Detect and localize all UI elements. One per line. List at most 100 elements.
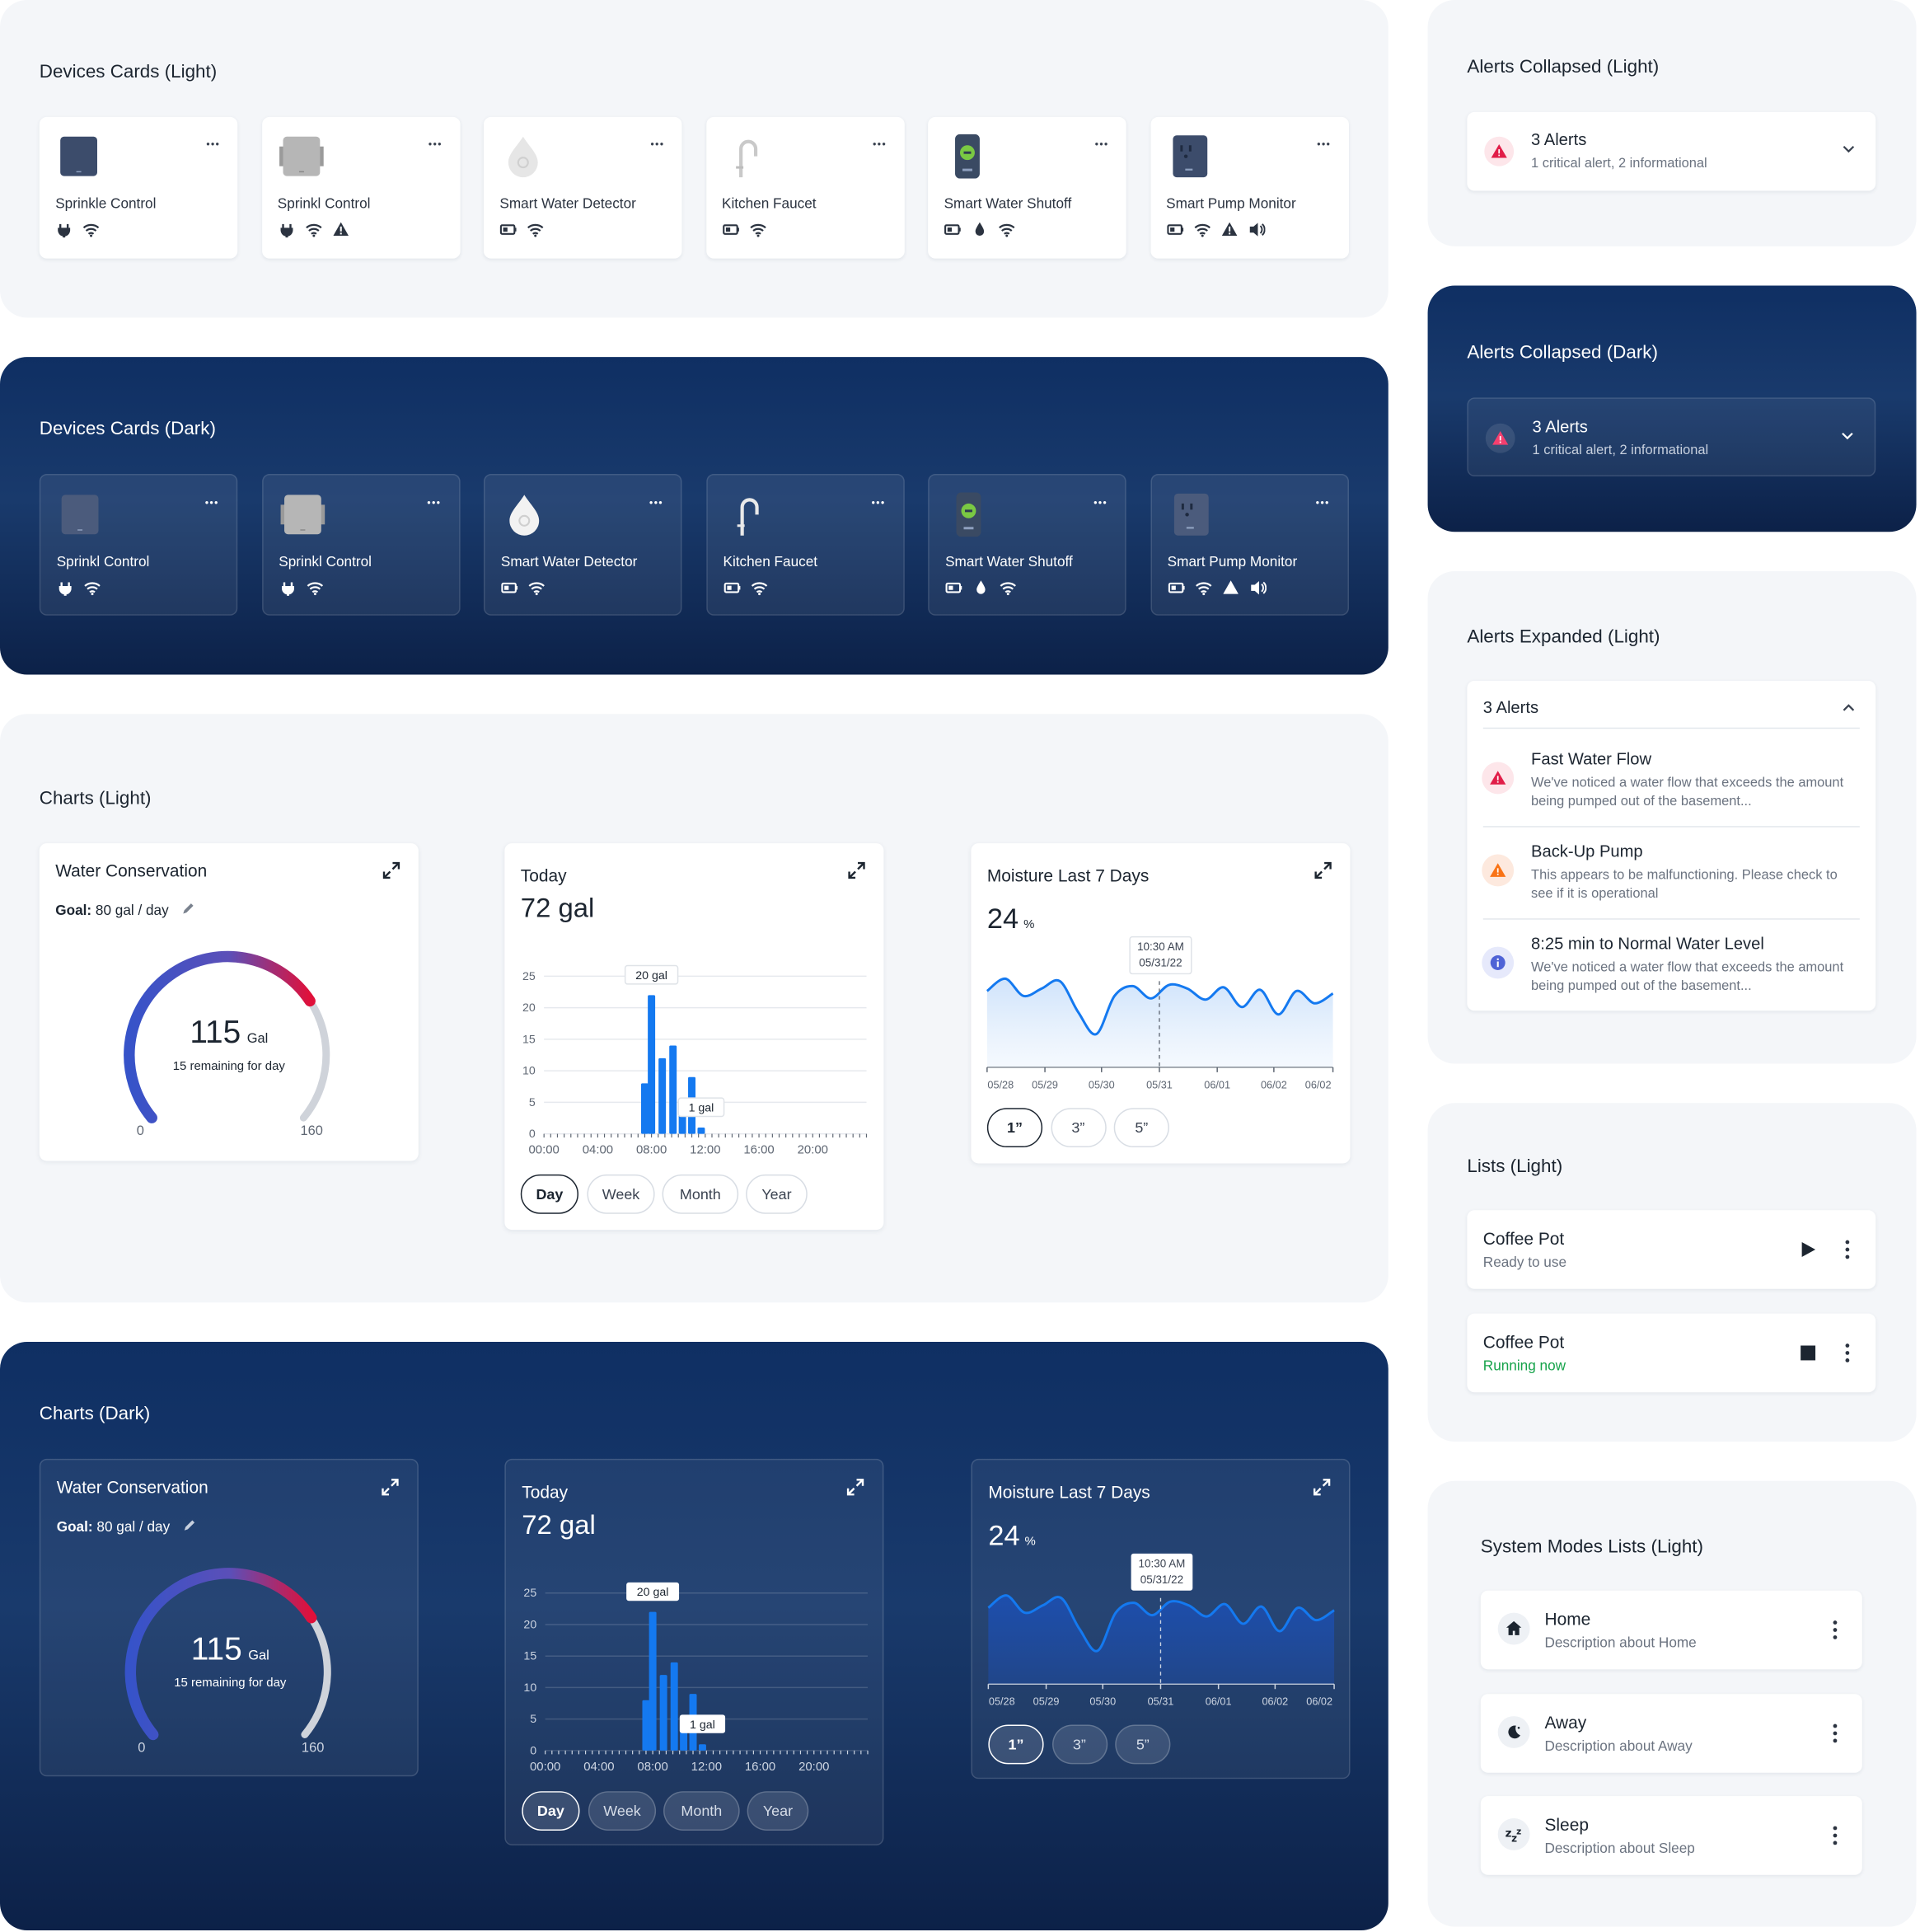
system-mode-item[interactable]: z z z Sleep Description about Sleep	[1480, 1796, 1862, 1875]
more-vertical-icon[interactable]	[1845, 1240, 1850, 1259]
play-icon[interactable]	[1800, 1241, 1817, 1259]
device-status-icons	[723, 579, 767, 602]
system-mode-item[interactable]: Away Description about Away	[1480, 1693, 1862, 1773]
bar[interactable]	[658, 1057, 667, 1134]
device-list-item[interactable]: Coffee Pot Running now	[1467, 1313, 1876, 1393]
device-card[interactable]: ••• Smart Pump Monitor	[1150, 474, 1349, 616]
range-year-button[interactable]: Year	[746, 1174, 808, 1214]
bar[interactable]	[670, 1662, 678, 1751]
device-card[interactable]: ••• Smart Water Shutoff	[928, 474, 1126, 616]
x-tick-label: 05/30	[1089, 1079, 1115, 1090]
moisture-unit: %	[1023, 918, 1035, 932]
range-month-button[interactable]: Month	[662, 1174, 739, 1214]
device-card[interactable]: ••• Kitchen Faucet	[705, 474, 905, 616]
range-week-button[interactable]: Week	[587, 1174, 655, 1214]
depth-1-button[interactable]: 1”	[988, 1724, 1044, 1765]
system-modes-panel: System Modes Lists (Light) Home Descripti…	[1427, 1480, 1917, 1927]
x-tick-label: 16:00	[745, 1760, 775, 1774]
bar[interactable]	[659, 1675, 667, 1751]
more-horizontal-icon[interactable]: •••	[1094, 138, 1109, 151]
more-horizontal-icon[interactable]: •••	[428, 138, 443, 151]
range-year-button[interactable]: Year	[747, 1791, 809, 1831]
more-vertical-icon[interactable]	[1833, 1723, 1838, 1742]
chevron-down-icon[interactable]	[1841, 142, 1856, 157]
more-horizontal-icon[interactable]: •••	[871, 497, 886, 509]
device-card[interactable]: ••• Smart Water Detector	[483, 474, 682, 616]
chevron-up-icon[interactable]	[1841, 701, 1856, 715]
expand-icon[interactable]	[1314, 860, 1333, 880]
device-card[interactable]: ••• Smart Water Detector	[483, 116, 682, 259]
tooltip-time: 10:30 AM	[1138, 1557, 1186, 1570]
device-name: Kitchen Faucet	[723, 555, 818, 570]
more-horizontal-icon[interactable]: •••	[427, 497, 442, 509]
bar[interactable]	[697, 1127, 705, 1134]
mode-description: Description about Sleep	[1544, 1841, 1695, 1857]
bar[interactable]	[678, 1114, 686, 1134]
more-vertical-icon[interactable]	[1833, 1620, 1838, 1640]
alerts-header[interactable]: 3 Alerts	[1482, 697, 1539, 717]
alert-item[interactable]: 8:25 min to Normal Water Level We've noti…	[1467, 920, 1876, 1009]
bar[interactable]	[669, 1045, 677, 1134]
expand-icon[interactable]	[382, 860, 401, 880]
alert-item[interactable]: Back-Up Pump This appears to be malfuncti…	[1467, 828, 1876, 920]
bar[interactable]	[698, 1744, 706, 1751]
series-line[interactable]	[986, 977, 1334, 1036]
depth-5-button[interactable]: 5”	[1115, 1724, 1171, 1765]
depth-3-button[interactable]: 3”	[1050, 1108, 1106, 1148]
series-line[interactable]	[987, 1594, 1335, 1653]
bar[interactable]	[648, 995, 656, 1134]
device-card[interactable]: ••• Sprinkl Control	[39, 474, 238, 616]
expand-icon[interactable]	[845, 1477, 865, 1497]
device-status-icons	[501, 579, 546, 602]
y-tick-label: 15	[522, 1033, 536, 1046]
alerts-summary-button[interactable]: 3 Alerts 1 critical alert, 2 information…	[1467, 111, 1876, 191]
section-title: System Modes Lists (Light)	[1480, 1536, 1704, 1558]
system-mode-item[interactable]: Home Description about Home	[1480, 1590, 1862, 1670]
device-card[interactable]: ••• Sprinkl Control	[261, 474, 460, 616]
expand-icon[interactable]	[1312, 1477, 1332, 1497]
alert-item[interactable]: Fast Water Flow We've noticed a water flo…	[1467, 735, 1876, 828]
expand-icon[interactable]	[381, 1477, 400, 1497]
depth-3-button[interactable]: 3”	[1051, 1724, 1108, 1765]
device-card[interactable]: ••• Smart Water Shutoff	[928, 116, 1126, 259]
device-card[interactable]: ••• Sprinkl Control	[261, 116, 460, 259]
chevron-down-icon[interactable]	[1840, 429, 1855, 443]
more-horizontal-icon[interactable]: •••	[1093, 497, 1108, 509]
more-vertical-icon[interactable]	[1845, 1343, 1850, 1363]
bar[interactable]	[680, 1731, 688, 1751]
more-horizontal-icon[interactable]: •••	[873, 138, 887, 151]
alerts-summary-button[interactable]: 3 Alerts 1 critical alert, 2 information…	[1467, 397, 1876, 477]
device-list-item[interactable]: Coffee Pot Ready to use	[1467, 1210, 1876, 1289]
depth-5-button[interactable]: 5”	[1113, 1108, 1169, 1148]
depth-1-button[interactable]: 1”	[986, 1108, 1043, 1148]
area-chart: 05/28 05/29 05/30 05/31 06/01 06/02 06/02	[987, 1553, 1335, 1708]
tooltip-box	[1129, 936, 1192, 975]
more-horizontal-icon[interactable]: •••	[1315, 497, 1330, 509]
stop-icon[interactable]	[1800, 1344, 1817, 1362]
more-horizontal-icon[interactable]: •••	[650, 138, 665, 151]
range-month-button[interactable]: Month	[663, 1791, 740, 1831]
range-day-button[interactable]: Day	[522, 1791, 580, 1831]
plug-icon	[57, 579, 74, 602]
expand-icon[interactable]	[847, 860, 867, 880]
range-day-button[interactable]: Day	[520, 1174, 578, 1214]
pump-monitor-outlet-image	[1168, 134, 1212, 179]
more-horizontal-icon[interactable]: •••	[1317, 138, 1332, 151]
range-week-button[interactable]: Week	[588, 1791, 657, 1831]
more-horizontal-icon[interactable]: •••	[204, 497, 219, 509]
mode-description: Description about Away	[1544, 1738, 1693, 1754]
alerts-collapsed-dark-panel: Alerts Collapsed (Dark) 3 Alerts 1 criti…	[1427, 285, 1917, 532]
alerts-count: 3 Alerts	[1532, 417, 1588, 436]
device-card[interactable]: ••• Kitchen Faucet	[705, 116, 905, 259]
warning-icon	[1221, 579, 1239, 602]
edit-pencil-icon[interactable]	[182, 1519, 195, 1536]
more-horizontal-icon[interactable]: •••	[206, 138, 221, 151]
bar[interactable]	[649, 1611, 657, 1751]
bar[interactable]	[642, 1700, 650, 1751]
device-card[interactable]: ••• Smart Pump Monitor	[1150, 116, 1349, 259]
more-vertical-icon[interactable]	[1833, 1826, 1838, 1845]
more-horizontal-icon[interactable]: •••	[649, 497, 664, 509]
edit-pencil-icon[interactable]	[181, 903, 194, 920]
device-card[interactable]: ••• Sprinkle Control	[39, 116, 238, 259]
bar[interactable]	[640, 1083, 649, 1134]
